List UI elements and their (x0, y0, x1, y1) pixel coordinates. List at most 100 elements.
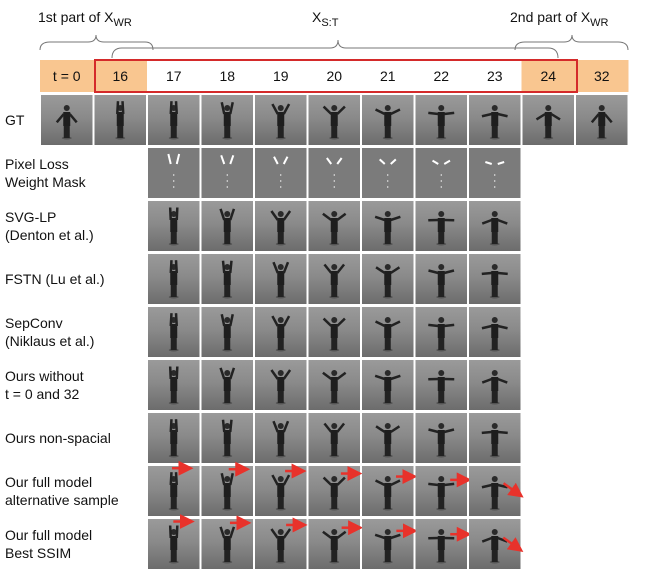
body (277, 430, 284, 444)
head (224, 211, 230, 217)
legs (278, 285, 284, 297)
frame-label: t = 0 (53, 68, 81, 84)
figure: 1st part of XWR XS:T 2nd part of XWR t =… (0, 0, 650, 572)
head (545, 105, 551, 111)
body (491, 377, 498, 391)
body (63, 112, 70, 126)
body (384, 430, 391, 444)
arm (170, 367, 171, 379)
arm (482, 432, 492, 433)
body (170, 271, 177, 285)
head (438, 264, 444, 270)
braces (40, 35, 628, 58)
legs (278, 444, 284, 456)
row-label: Pixel Loss (5, 156, 69, 172)
body (491, 536, 498, 550)
head (385, 264, 391, 270)
legs (599, 126, 605, 138)
body (170, 483, 177, 497)
weight-mask (469, 148, 521, 198)
head (224, 264, 230, 270)
body (331, 377, 338, 391)
frame-label: 24 (540, 68, 556, 84)
body (170, 218, 177, 232)
body (438, 483, 445, 497)
head (385, 476, 391, 482)
legs (278, 232, 284, 244)
arm (170, 208, 171, 220)
body (331, 430, 338, 444)
body (277, 536, 284, 550)
header-middle: XS:T (312, 9, 339, 29)
weight-mask (362, 148, 414, 198)
body (598, 112, 605, 126)
head (492, 211, 498, 217)
body (491, 218, 498, 232)
arm (428, 484, 438, 485)
legs (171, 444, 177, 456)
row-label: Best SSIM (5, 545, 71, 561)
body (277, 271, 284, 285)
body (277, 483, 284, 497)
legs (438, 338, 444, 350)
head (278, 423, 284, 429)
arm (177, 526, 178, 538)
legs (438, 444, 444, 456)
head (385, 423, 391, 429)
legs (438, 497, 444, 509)
weight-mask (255, 148, 307, 198)
head (331, 529, 337, 535)
head (385, 317, 391, 323)
legs (171, 338, 177, 350)
legs (171, 285, 177, 297)
body (331, 112, 338, 126)
legs (438, 232, 444, 244)
weight-mask (202, 148, 254, 198)
weight-mask (148, 148, 200, 198)
legs (492, 550, 498, 562)
body (170, 536, 177, 550)
legs (438, 391, 444, 403)
head (331, 317, 337, 323)
body (277, 218, 284, 232)
arm (176, 260, 177, 273)
head (438, 211, 444, 217)
head (385, 529, 391, 535)
row-label: SVG-LP (5, 209, 56, 225)
body (438, 430, 445, 444)
legs (385, 391, 391, 403)
legs (331, 285, 337, 297)
head (224, 476, 230, 482)
head (492, 370, 498, 376)
head (278, 211, 284, 217)
header-left: 1st part of XWR (38, 9, 132, 29)
head (224, 423, 230, 429)
head (331, 370, 337, 376)
legs (331, 444, 337, 456)
row-label: FSTN (Lu et al.) (5, 271, 105, 287)
frame-label: 17 (166, 68, 182, 84)
arm (176, 472, 177, 485)
body (438, 218, 445, 232)
body (224, 536, 231, 550)
legs (545, 126, 551, 138)
body (491, 430, 498, 444)
head (331, 105, 337, 111)
legs (492, 285, 498, 297)
legs (385, 285, 391, 297)
arm (123, 101, 124, 114)
legs (492, 497, 498, 509)
body (170, 377, 177, 391)
body (331, 536, 338, 550)
legs (331, 232, 337, 244)
head (438, 317, 444, 323)
legs (438, 285, 444, 297)
legs (224, 391, 230, 403)
arm (223, 261, 224, 273)
head (278, 529, 284, 535)
arm (230, 261, 231, 273)
arm (498, 432, 508, 433)
body (331, 483, 338, 497)
row-label: Our full model (5, 474, 92, 490)
